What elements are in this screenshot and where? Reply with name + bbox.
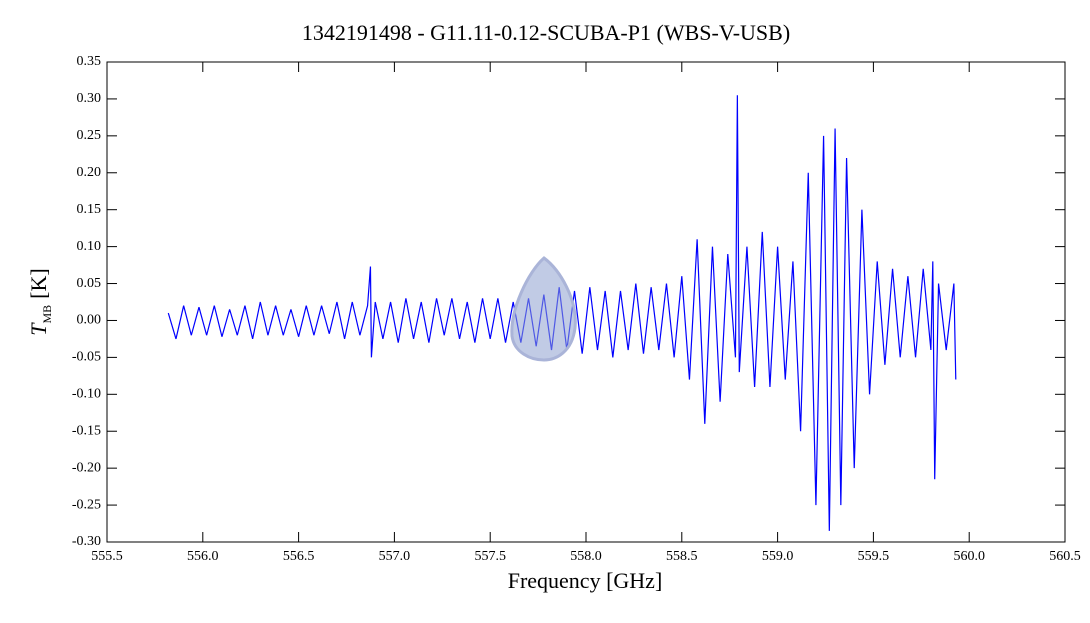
x-axis-label: Frequency [GHz] bbox=[508, 568, 663, 593]
y-tick-label: 0.30 bbox=[77, 91, 102, 106]
y-tick-label: -0.05 bbox=[72, 350, 101, 365]
y-tick-label: 0.00 bbox=[77, 313, 102, 328]
x-tick-label: 559.5 bbox=[858, 549, 890, 564]
x-tick-label: 558.0 bbox=[570, 549, 602, 564]
x-tick-label: 559.0 bbox=[762, 549, 794, 564]
y-tick-label: 0.35 bbox=[77, 54, 102, 69]
x-tick-label: 557.5 bbox=[474, 549, 506, 564]
y-axis-label: TMB [K] bbox=[26, 268, 54, 335]
y-tick-label: -0.30 bbox=[72, 534, 101, 549]
y-tick-label: -0.25 bbox=[72, 497, 101, 512]
y-tick-label: -0.20 bbox=[72, 460, 101, 475]
x-tick-label: 556.5 bbox=[283, 549, 315, 564]
y-tick-label: 0.25 bbox=[77, 128, 102, 143]
y-label-unit: [K] bbox=[26, 268, 51, 299]
cursor-overlay bbox=[510, 256, 577, 362]
x-tick-label: 557.0 bbox=[379, 549, 411, 564]
y-tick-label: -0.15 bbox=[72, 423, 101, 438]
x-tick-label: 555.5 bbox=[91, 549, 123, 564]
x-tick-label: 560.5 bbox=[1049, 549, 1081, 564]
spectrum-line bbox=[167, 95, 957, 531]
y-tick-label: 0.05 bbox=[77, 276, 102, 291]
y-tick-label: 0.20 bbox=[77, 165, 102, 180]
y-tick-label: -0.10 bbox=[72, 387, 101, 402]
y-tick-label: 0.10 bbox=[77, 239, 102, 254]
x-tick-label: 556.0 bbox=[187, 549, 219, 564]
y-tick-label: 0.15 bbox=[77, 202, 102, 217]
plot-area bbox=[167, 95, 957, 531]
y-label-symbol: T bbox=[26, 322, 51, 336]
x-tick-label: 560.0 bbox=[953, 549, 985, 564]
chart-title: 1342191498 - G11.11-0.12-SCUBA-P1 (WBS-V… bbox=[302, 20, 790, 45]
y-label-subscript: MB bbox=[40, 305, 54, 324]
x-tick-label: 558.5 bbox=[666, 549, 698, 564]
